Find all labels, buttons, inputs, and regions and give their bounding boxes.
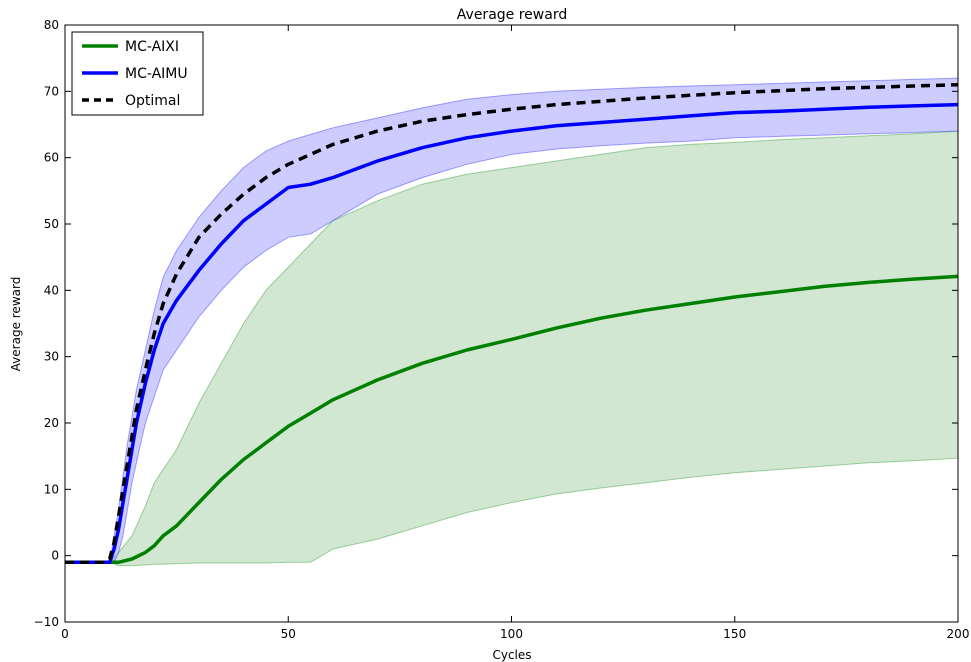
y-axis-label: Average reward — [9, 277, 23, 372]
y-tick-label: 30 — [44, 350, 59, 364]
legend: MC-AIXI MC-AIMU Optimal — [71, 31, 204, 116]
x-axis-label: Cycles — [492, 648, 531, 662]
x-tick-label: 200 — [947, 627, 970, 641]
x-tick-label: 100 — [500, 627, 523, 641]
plot-area — [65, 77, 959, 567]
y-tick-label: 60 — [44, 151, 59, 165]
legend-label-1: MC-AIMU — [125, 66, 188, 82]
y-tick-label: 10 — [44, 482, 59, 496]
y-tick-label: 80 — [44, 18, 59, 32]
y-tick-label: 50 — [44, 217, 59, 231]
x-tick-label: 50 — [281, 627, 296, 641]
x-tick-label: 0 — [61, 627, 69, 641]
legend-label-2: Optimal — [125, 93, 180, 109]
line-series-0 — [65, 274, 959, 565]
y-tick-label: 0 — [51, 549, 59, 563]
y-tick-label: 70 — [44, 84, 59, 98]
x-tick-label: 150 — [723, 627, 746, 641]
y-tick-label: 20 — [44, 416, 59, 430]
line-series-1 — [65, 102, 959, 565]
legend-label-0: MC-AIXI — [125, 39, 179, 55]
y-tick-label: −10 — [34, 615, 59, 629]
y-tick-label: 40 — [44, 283, 59, 297]
chart-title: Average reward — [457, 7, 567, 23]
line-series-2 — [65, 82, 959, 565]
